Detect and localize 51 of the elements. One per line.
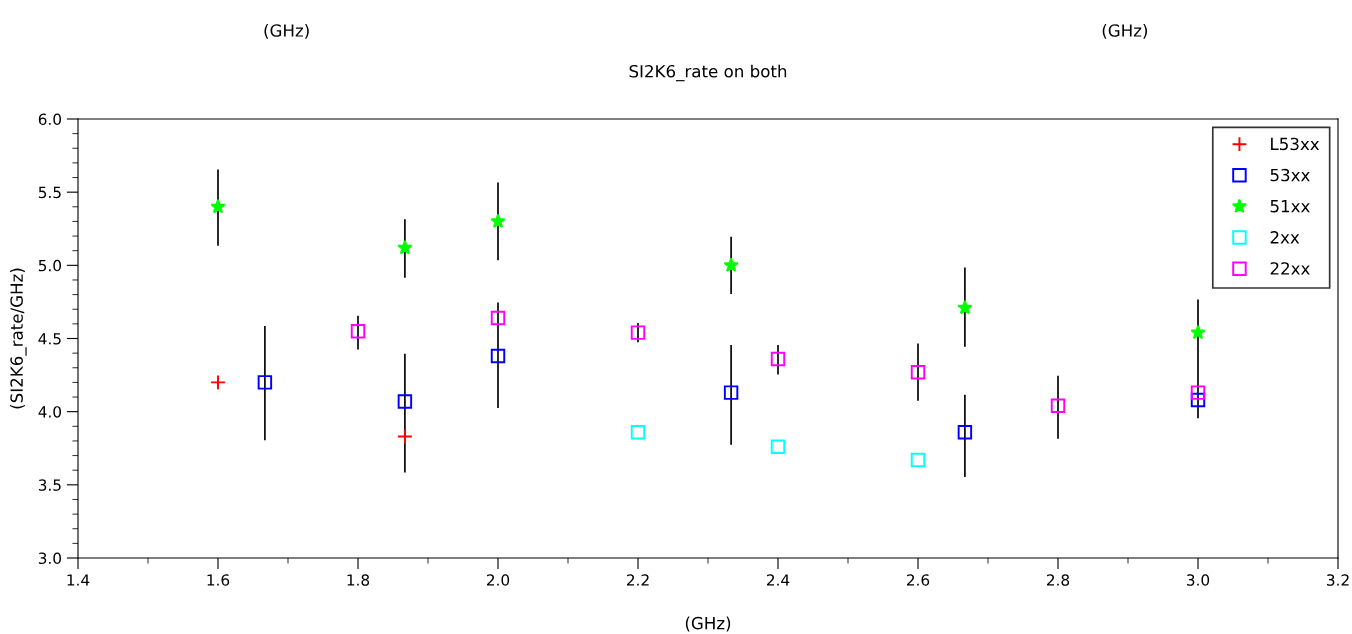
y-tick-label: 6.0 <box>38 113 62 126</box>
point <box>630 325 646 340</box>
legend-label: 2xx <box>1270 231 1300 244</box>
legend-label: L53xx <box>1271 137 1320 151</box>
x-tick-label: 3.0 <box>1187 574 1210 586</box>
y-tick-label: 5.5 <box>38 186 61 199</box>
point <box>1190 385 1206 400</box>
y-axis-title: (SI2K6_rate/GHz) <box>10 268 27 409</box>
point <box>396 428 413 445</box>
y-tick-label: 4.0 <box>38 406 62 418</box>
point <box>770 439 786 455</box>
point <box>1190 392 1206 408</box>
point <box>957 424 973 440</box>
y-tick-label: 3.5 <box>38 479 61 491</box>
point <box>723 385 739 400</box>
point <box>770 351 786 367</box>
x-tick-label: 2.6 <box>906 574 930 586</box>
text: (GHz) <box>1102 23 1148 39</box>
point <box>210 374 226 391</box>
y-tick-label: 5.0 <box>38 259 62 272</box>
y-tick-label: 3.0 <box>38 552 62 565</box>
x-axis-title: (GHz) <box>685 616 731 632</box>
x-tick-label: 2.4 <box>766 574 790 586</box>
x-tick-label: 2.2 <box>626 574 649 586</box>
legend-label: 51xx <box>1270 200 1310 213</box>
point <box>910 364 926 380</box>
point <box>957 299 973 315</box>
point <box>630 424 646 440</box>
x-tick-label: 2.0 <box>486 574 510 586</box>
x-tick-label: 1.6 <box>207 574 230 586</box>
point <box>350 323 366 339</box>
point <box>490 310 506 326</box>
text: (GHz) <box>264 23 309 39</box>
point <box>910 452 926 468</box>
x-tick-label: 1.8 <box>347 574 370 586</box>
y-tick-label: 4.5 <box>38 333 61 345</box>
point <box>397 394 413 409</box>
point <box>490 213 506 229</box>
point <box>257 375 273 390</box>
legend-label: 53xx <box>1270 168 1310 182</box>
point <box>1190 324 1206 340</box>
x-tick-label: 1.4 <box>67 574 90 586</box>
point <box>397 239 413 255</box>
point <box>1050 398 1066 414</box>
legend-label: 22xx <box>1270 262 1310 275</box>
x-tick-label: 2.8 <box>1046 574 1070 586</box>
point <box>490 348 506 364</box>
chart-title: SI2K6_rate on both <box>629 64 787 82</box>
point <box>210 198 226 214</box>
x-tick-label: 3.2 <box>1327 574 1349 586</box>
point <box>723 257 739 272</box>
